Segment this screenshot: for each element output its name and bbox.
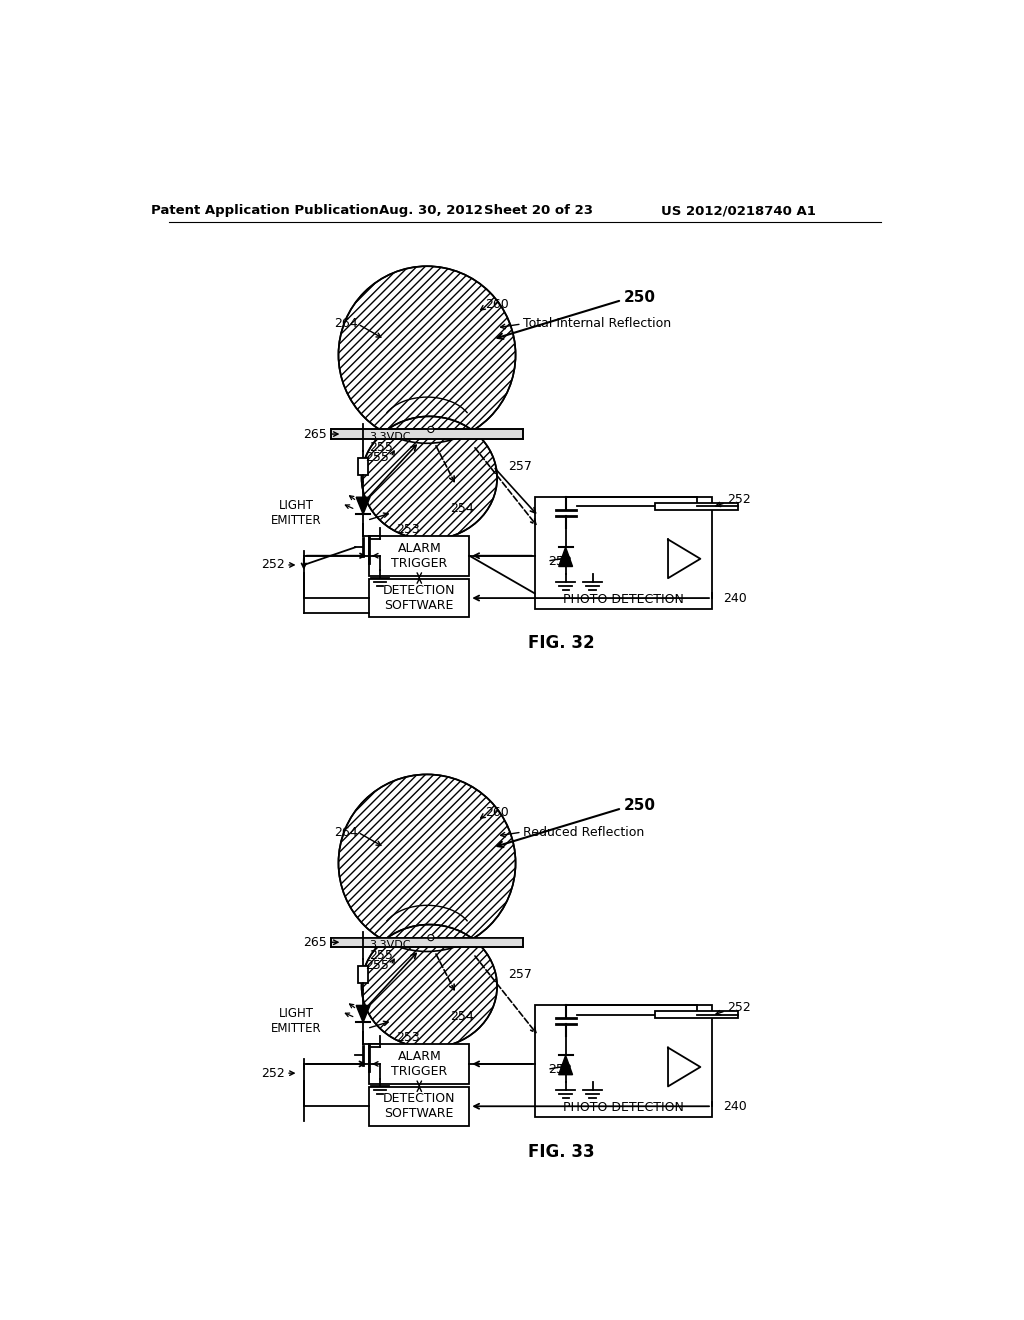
Text: 252: 252 [727, 1001, 751, 1014]
Text: 252: 252 [261, 1067, 285, 1080]
Bar [654, 503, 738, 511]
Text: US 2012/0218740 A1: US 2012/0218740 A1 [662, 205, 816, 218]
Ellipse shape [339, 775, 515, 952]
Polygon shape [559, 548, 572, 566]
Bar [654, 1011, 738, 1019]
Polygon shape [668, 1048, 700, 1086]
Ellipse shape [361, 416, 497, 540]
Text: 250: 250 [624, 289, 655, 305]
Text: ALARM
TRIGGER: ALARM TRIGGER [391, 541, 447, 570]
Text: 260: 260 [484, 298, 509, 312]
Text: 258: 258 [548, 554, 571, 568]
Circle shape [428, 935, 434, 941]
Text: 250: 250 [624, 797, 655, 813]
Circle shape [428, 426, 434, 433]
Text: 255: 255 [370, 949, 393, 962]
Text: 240: 240 [724, 591, 748, 605]
Text: 3.3VDC: 3.3VDC [370, 432, 411, 442]
Text: PHOTO DETECTION: PHOTO DETECTION [563, 1101, 684, 1114]
Text: DETECTION
SOFTWARE: DETECTION SOFTWARE [383, 583, 456, 612]
Text: 253: 253 [396, 1031, 420, 1044]
Bar [357, 966, 369, 983]
Ellipse shape [361, 924, 497, 1048]
Text: 252: 252 [261, 558, 285, 572]
Text: 264: 264 [334, 317, 357, 330]
Text: 240: 240 [724, 1100, 748, 1113]
Text: Aug. 30, 2012: Aug. 30, 2012 [379, 205, 482, 218]
Bar [357, 458, 369, 475]
Bar [535, 1006, 712, 1117]
Text: 257: 257 [508, 968, 531, 981]
Text: FIG. 32: FIG. 32 [528, 635, 595, 652]
Text: 3.3VDC: 3.3VDC [370, 940, 411, 950]
Text: 257: 257 [508, 459, 531, 473]
Bar [332, 430, 522, 438]
Text: LIGHT
EMITTER: LIGHT EMITTER [270, 499, 322, 527]
Text: Sheet 20 of 23: Sheet 20 of 23 [484, 205, 593, 218]
Text: 264: 264 [334, 825, 357, 838]
Bar [370, 1044, 469, 1084]
Text: PHOTO DETECTION: PHOTO DETECTION [563, 593, 684, 606]
Polygon shape [668, 540, 700, 578]
Text: 252: 252 [727, 492, 751, 506]
Text: LIGHT
EMITTER: LIGHT EMITTER [270, 1007, 322, 1035]
Bar [331, 429, 523, 438]
Text: 253: 253 [396, 523, 420, 536]
Bar [370, 578, 469, 618]
Text: 265: 265 [303, 428, 327, 441]
Ellipse shape [339, 267, 515, 444]
Text: 255: 255 [370, 441, 393, 454]
Polygon shape [356, 1006, 370, 1022]
Text: Total Internal Reflection: Total Internal Reflection [523, 317, 672, 330]
Text: 258: 258 [548, 1063, 571, 1076]
Text: FIG. 33: FIG. 33 [528, 1143, 595, 1160]
Text: 255: 255 [365, 450, 388, 463]
Text: Patent Application Publication: Patent Application Publication [152, 205, 379, 218]
Text: 260: 260 [484, 807, 509, 820]
Text: ALARM
TRIGGER: ALARM TRIGGER [391, 1049, 447, 1078]
Bar [535, 498, 712, 609]
Polygon shape [356, 498, 370, 515]
Text: DETECTION
SOFTWARE: DETECTION SOFTWARE [383, 1092, 456, 1121]
Text: 254: 254 [451, 1010, 474, 1023]
Bar [332, 939, 522, 946]
Bar [331, 937, 523, 946]
Text: 255: 255 [365, 958, 388, 972]
Bar [370, 536, 469, 576]
Polygon shape [559, 1056, 572, 1074]
Text: 265: 265 [303, 936, 327, 949]
Text: Reduced Reflection: Reduced Reflection [523, 825, 644, 838]
Text: 254: 254 [451, 502, 474, 515]
Bar [370, 1088, 469, 1126]
